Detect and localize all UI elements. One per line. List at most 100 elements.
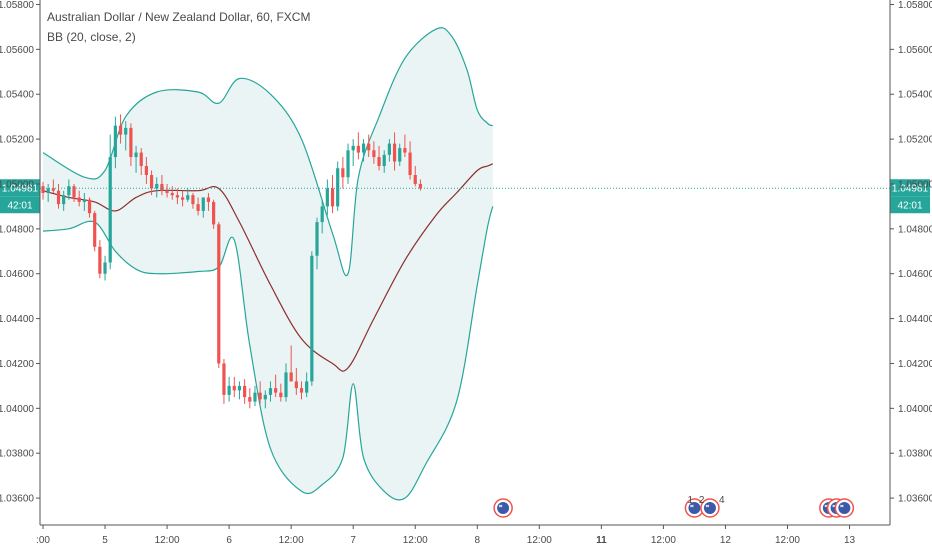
y-tick-label-left: 1.03600 xyxy=(0,494,34,505)
candle-body xyxy=(124,127,128,135)
candle-body xyxy=(103,262,107,274)
x-tick-label: 7 xyxy=(350,535,356,546)
countdown-tag-left xyxy=(0,196,40,214)
countdown-tag-right xyxy=(890,196,930,214)
candle-body xyxy=(93,213,97,247)
candle xyxy=(284,363,288,402)
candle xyxy=(279,383,283,402)
candle-body xyxy=(82,199,86,202)
candle-body xyxy=(139,152,143,167)
candle-body xyxy=(232,385,236,391)
x-tick-label: 12:00 xyxy=(403,535,428,546)
candle-body xyxy=(377,157,381,167)
event-flag-icon[interactable] xyxy=(700,498,720,518)
y-tick-label-right: 1.03800 xyxy=(898,449,932,460)
candle xyxy=(418,179,423,191)
candle-body xyxy=(67,186,71,196)
x-tick-label: 8 xyxy=(474,535,480,546)
y-tick-label-right: 1.05400 xyxy=(898,90,932,101)
candle-body xyxy=(170,192,174,196)
candle-body xyxy=(175,195,180,198)
candle xyxy=(325,179,329,216)
candle-body xyxy=(72,186,76,198)
candle-body xyxy=(41,186,45,193)
candle xyxy=(274,374,278,398)
candle-body xyxy=(382,154,386,167)
candle xyxy=(113,116,117,169)
candle-body xyxy=(367,143,371,151)
candle-body xyxy=(253,392,257,402)
candle-body xyxy=(144,166,148,175)
candle-body xyxy=(212,201,216,225)
candle xyxy=(108,134,112,270)
event-flag-mark xyxy=(705,504,710,508)
x-tick-label: 6 xyxy=(226,535,232,546)
x-tick-label: 12:00 xyxy=(279,535,304,546)
x-tick-label: 5 xyxy=(102,535,108,546)
candle xyxy=(372,141,376,164)
candle-body xyxy=(398,148,402,162)
candle-body xyxy=(403,148,407,153)
y-tick-label-right: 1.05000 xyxy=(898,179,932,190)
candle-body xyxy=(227,385,231,395)
y-tick-label-left: 1.04800 xyxy=(0,224,34,235)
candle-body xyxy=(418,183,423,189)
candle xyxy=(263,390,267,409)
candle-body xyxy=(341,168,345,178)
candle-body xyxy=(77,197,81,202)
candle xyxy=(175,188,180,205)
candle-body xyxy=(129,127,133,158)
symbol-title[interactable]: Australian Dollar / New Zealand Dollar, … xyxy=(47,10,311,24)
candle-body xyxy=(325,188,329,207)
y-tick-label-right: 1.05800 xyxy=(898,0,932,11)
y-tick-label-left: 1.04000 xyxy=(0,404,34,415)
candle-body xyxy=(201,197,205,211)
candle xyxy=(367,134,371,158)
candle xyxy=(98,240,102,279)
candle xyxy=(377,145,381,171)
candle xyxy=(310,251,314,386)
y-tick-label-right: 1.05200 xyxy=(898,135,932,146)
candle xyxy=(232,376,236,398)
candle-body xyxy=(191,195,195,205)
candle-body xyxy=(206,197,211,202)
countdown-value-left: 42:01 xyxy=(7,201,32,212)
indicator-label[interactable]: BB (20, close, 2) xyxy=(47,30,136,44)
candle xyxy=(227,376,231,402)
candle-body xyxy=(263,394,267,400)
candle-body xyxy=(408,152,412,175)
candle-body xyxy=(237,385,242,391)
event-count-label: 2 xyxy=(699,495,705,506)
y-tick-label-left: 1.05000 xyxy=(0,179,34,190)
candle xyxy=(330,175,335,214)
x-tick-label: :00 xyxy=(36,535,50,546)
candle-body xyxy=(387,143,391,155)
candle xyxy=(180,190,185,207)
y-tick-label-left: 1.05200 xyxy=(0,135,34,146)
candle-body xyxy=(330,188,335,207)
price-tag-right xyxy=(890,179,930,197)
event-flag-icon[interactable] xyxy=(684,498,705,518)
candle xyxy=(124,121,128,151)
candle xyxy=(72,183,76,202)
candle xyxy=(139,148,143,175)
candle xyxy=(237,381,242,400)
event-flag-icon[interactable] xyxy=(834,498,855,518)
candle xyxy=(51,179,55,193)
y-tick-label-right: 1.04400 xyxy=(898,314,932,325)
candle-body xyxy=(268,388,273,395)
candle-body xyxy=(279,392,283,398)
candle-body xyxy=(284,372,288,398)
y-tick-label-left: 1.05400 xyxy=(0,90,34,101)
y-tick-label-right: 1.03600 xyxy=(898,494,932,505)
x-tick-label: 12 xyxy=(720,535,732,546)
candle xyxy=(382,150,386,173)
candle xyxy=(41,181,45,200)
bollinger-bands xyxy=(42,27,494,501)
candle-body xyxy=(222,363,226,395)
event-flag-icon[interactable] xyxy=(493,498,513,518)
candle xyxy=(134,145,138,173)
candle xyxy=(398,143,402,167)
